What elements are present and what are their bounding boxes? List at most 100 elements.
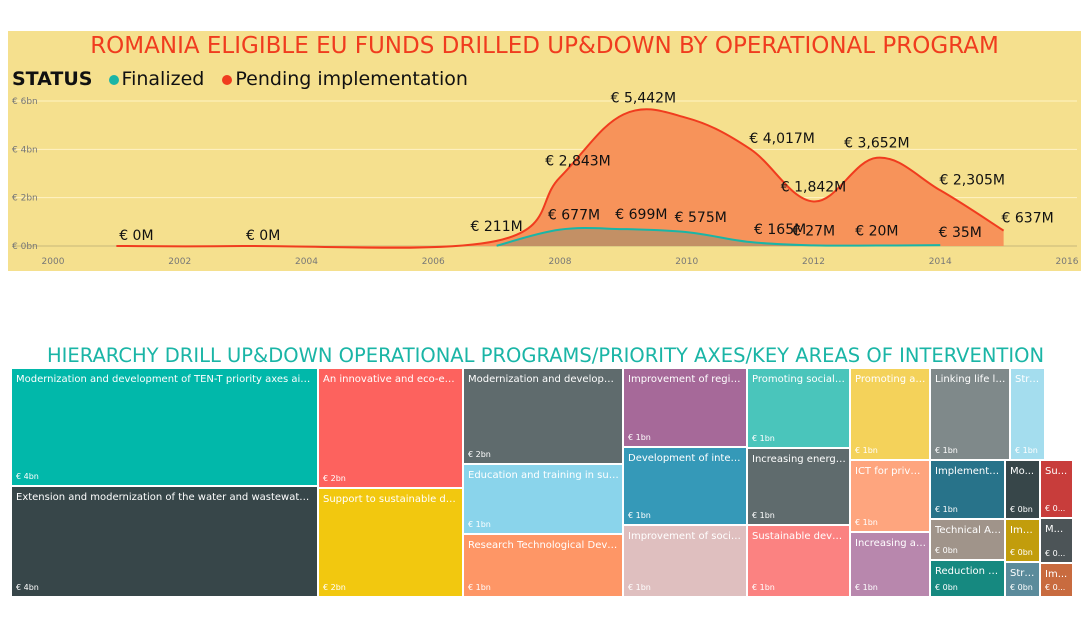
treemap-tile[interactable]: Education and training in supp... € 1bn	[464, 465, 624, 535]
treemap-tile[interactable]: Promoting social in... € 1bn	[748, 369, 851, 449]
treemap-tile[interactable]: Impl... € 0bn	[1006, 520, 1041, 563]
treemap-tile-label: Sustainable develo...	[752, 531, 846, 542]
treemap-tile[interactable]: Im... € 0...	[1041, 564, 1074, 598]
treemap-tile[interactable]: Sustainable develo... € 1bn	[748, 526, 851, 598]
data-label: € 20M	[855, 224, 898, 240]
x-tick-label: 2010	[675, 257, 698, 267]
y-tick-label: € 2bn	[12, 194, 38, 204]
x-tick-label: 2012	[802, 257, 825, 267]
data-label: € 1,842M	[781, 179, 847, 195]
treemap-tile-label: Promoting ac...	[855, 374, 926, 385]
treemap-tile[interactable]: Extension and modernization of the water…	[12, 487, 319, 598]
treemap-title: HIERARCHY DRILL UP&DOWN OPERATIONAL PROG…	[46, 344, 1045, 367]
treemap-tile-label: Improvement of region...	[628, 374, 743, 385]
legend-label-finalized: Finalized	[121, 68, 205, 90]
treemap-tile-label: Technical As...	[935, 525, 1001, 536]
area-chart: € 0bn € 2bn € 4bn € 6bn 2000 2002 2004 2006 2008…	[12, 90, 1079, 267]
treemap-tile-label: Research Technological Develo...	[468, 540, 619, 551]
data-label: € 699M	[615, 207, 667, 223]
legend-title: STATUS	[12, 68, 93, 90]
treemap-tile-value: € 0bn	[935, 546, 958, 555]
treemap-tile[interactable]: Modernization and development of TEN-T p…	[12, 369, 319, 487]
series-area-1	[496, 228, 941, 246]
treemap-tile-value: € 1bn	[752, 583, 775, 592]
treemap-tile[interactable]: Mo... € 0bn	[1006, 461, 1041, 520]
data-label: € 211M	[471, 219, 523, 235]
treemap-tile-label: Increasing ad...	[855, 538, 926, 549]
treemap-tile[interactable]: Stru... € 0bn	[1006, 563, 1041, 598]
x-tick-label: 2000	[42, 257, 65, 267]
treemap-tile-label: M...	[1045, 524, 1064, 535]
data-label: € 575M	[675, 210, 727, 226]
legend-item-pending[interactable]: Pending implementation	[222, 68, 468, 90]
treemap-tile-label: Reduction of...	[935, 566, 1001, 577]
data-label: € 27M	[792, 223, 835, 239]
treemap-tile[interactable]: Implementat... € 1bn	[931, 461, 1006, 520]
treemap-tile[interactable]: Strengthe... € 1bn	[1011, 369, 1046, 461]
y-tick-label: € 0bn	[12, 242, 38, 252]
treemap-tile-label: Promoting social in...	[752, 374, 846, 385]
treemap-tile-value: € 1bn	[468, 583, 491, 592]
x-tick-label: 2006	[422, 257, 445, 267]
treemap-tile-label: Increasing energy ...	[752, 454, 846, 465]
treemap-tile-label: An innovative and eco-effici...	[323, 374, 459, 385]
treemap-tile[interactable]: Linking life lo... € 1bn	[931, 369, 1011, 461]
y-tick-label: € 6bn	[12, 97, 38, 107]
data-label: € 677M	[548, 208, 600, 224]
treemap-tile-label: Im...	[1045, 569, 1068, 580]
treemap-tile-label: ICT for privat...	[855, 466, 926, 477]
treemap-tile-value: € 0bn	[1010, 505, 1033, 514]
treemap-tile-value: € 0...	[1045, 583, 1066, 592]
treemap-tile[interactable]: Increasing ad... € 1bn	[851, 533, 931, 598]
data-label: € 637M	[1002, 211, 1054, 227]
treemap-tile[interactable]: Modernization and developme... € 2bn	[464, 369, 624, 465]
treemap-tile[interactable]: Support to sustainable deve... € 2bn	[319, 489, 464, 598]
x-tick-label: 2016	[1056, 257, 1079, 267]
treemap-tile-value: € 4bn	[16, 583, 39, 592]
treemap-tile-label: Stru...	[1010, 568, 1036, 579]
treemap-tile-value: € 1bn	[1015, 446, 1038, 455]
legend-item-finalized[interactable]: Finalized	[108, 68, 205, 90]
treemap-tile-label: Education and training in supp...	[468, 470, 619, 481]
treemap-tile[interactable]: Su... € 0...	[1041, 461, 1074, 519]
treemap-tile[interactable]: An innovative and eco-effici... € 2bn	[319, 369, 464, 489]
treemap-tile-value: € 1bn	[935, 505, 958, 514]
treemap-tile-label: Development of integra...	[628, 453, 743, 464]
data-label: € 0M	[246, 228, 280, 244]
treemap-tile-value: € 0...	[1045, 549, 1066, 558]
treemap-tile-value: € 2bn	[323, 474, 346, 483]
data-label: € 165M	[754, 222, 806, 238]
treemap-tile-value: € 0bn	[1010, 548, 1033, 557]
treemap-tile[interactable]: ICT for privat... € 1bn	[851, 461, 931, 533]
treemap-tile[interactable]: M... € 0...	[1041, 519, 1074, 564]
x-tick-label: 2002	[168, 257, 191, 267]
treemap-tile-label: Su...	[1045, 466, 1068, 477]
data-label: € 35M	[939, 225, 982, 241]
treemap-tile[interactable]: Development of integra... € 1bn	[624, 448, 748, 526]
data-label: € 5,442M	[611, 90, 677, 106]
legend-dot-pending	[222, 74, 233, 85]
treemap-tile-value: € 1bn	[855, 518, 878, 527]
legend-label-pending: Pending implementation	[235, 68, 468, 90]
treemap-tile[interactable]: Reduction of... € 0bn	[931, 561, 1006, 598]
x-tick-label: 2008	[549, 257, 572, 267]
treemap-tile[interactable]: Technical As... € 0bn	[931, 520, 1006, 561]
treemap-tile[interactable]: Improvement of region... € 1bn	[624, 369, 748, 448]
treemap-tile-value: € 2bn	[468, 450, 491, 459]
treemap-tile[interactable]: Increasing energy ... € 1bn	[748, 449, 851, 526]
series-line-0	[116, 108, 1005, 249]
y-tick-label: € 4bn	[12, 145, 38, 155]
treemap-tile[interactable]: Promoting ac... € 1bn	[851, 369, 931, 461]
treemap-tile[interactable]: Improvement of social i... € 1bn	[624, 526, 748, 598]
treemap-tile-value: € 1bn	[628, 511, 651, 520]
x-tick-label: 2014	[929, 257, 952, 267]
data-label: € 4,017M	[749, 131, 815, 147]
treemap-tile[interactable]: Research Technological Develo... € 1bn	[464, 535, 624, 598]
treemap-tile-value: € 1bn	[752, 434, 775, 443]
data-label: € 2,305M	[939, 172, 1005, 188]
treemap-tile-label: Linking life lo...	[935, 374, 1006, 385]
treemap-tile-label: Support to sustainable deve...	[323, 494, 459, 505]
treemap-tile-value: € 1bn	[855, 446, 878, 455]
treemap-tile-value: € 2bn	[323, 583, 346, 592]
treemap-tile-value: € 0...	[1045, 504, 1066, 513]
